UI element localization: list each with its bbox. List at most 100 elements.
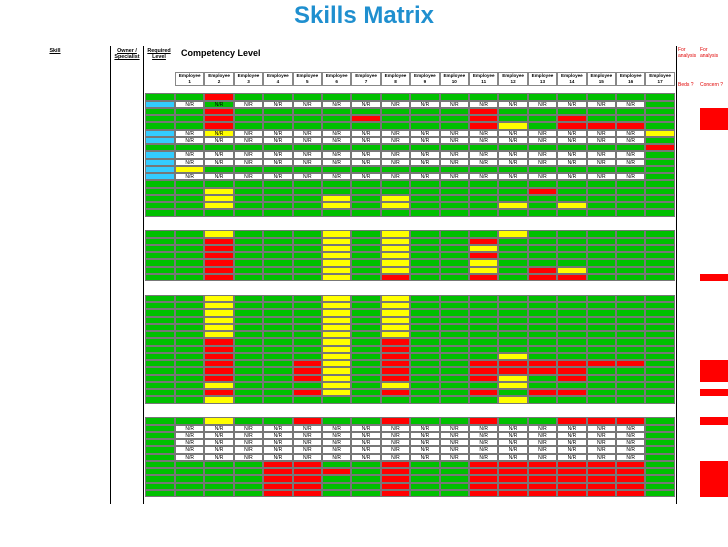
competency-cell xyxy=(527,338,558,346)
competency-cell xyxy=(410,144,440,152)
competency-cell xyxy=(557,194,587,202)
competency-cell: N/R xyxy=(175,431,205,440)
employee-header: Employee 13 xyxy=(527,72,558,86)
competency-cell: N/R xyxy=(380,431,411,440)
competency-cell xyxy=(498,345,528,353)
competency-cell xyxy=(439,107,469,115)
competency-cell xyxy=(292,144,322,152)
competency-cell: N/R xyxy=(616,431,646,440)
competency-cell: N/R xyxy=(263,173,293,181)
required-level-cell xyxy=(145,439,175,447)
competency-cell xyxy=(233,144,264,152)
competency-cell xyxy=(292,209,322,217)
competency-cell xyxy=(439,165,469,173)
competency-cell xyxy=(292,266,322,274)
competency-cell xyxy=(645,259,675,267)
competency-cell xyxy=(439,266,469,274)
competency-cell: N/R xyxy=(557,431,587,440)
competency-cell xyxy=(204,180,234,188)
competency-cell: N/R xyxy=(439,129,469,137)
competency-cell xyxy=(233,165,264,173)
competency-cell xyxy=(439,144,469,152)
competency-cell: N/R xyxy=(439,446,469,454)
competency-cell xyxy=(292,194,322,202)
competency-cell xyxy=(175,489,205,498)
competency-cell xyxy=(322,115,352,123)
competency-cell: N/R xyxy=(586,158,616,166)
competency-cell: N/R xyxy=(586,151,616,159)
competency-cell: N/R xyxy=(322,100,352,108)
competency-cell xyxy=(292,489,322,498)
competency-cell xyxy=(645,158,675,166)
competency-cell: N/R xyxy=(351,129,381,137)
competency-cell xyxy=(233,294,264,303)
competency-cell xyxy=(263,417,293,425)
required-level-cell xyxy=(145,187,175,195)
competency-cell: N/R xyxy=(410,439,440,447)
competency-cell xyxy=(469,338,499,346)
competency-cell xyxy=(322,266,352,274)
competency-cell xyxy=(351,259,381,267)
competency-cell xyxy=(380,360,411,368)
competency-cell xyxy=(616,331,646,339)
required-level-cell xyxy=(145,374,175,382)
competency-cell xyxy=(322,331,352,339)
competency-cell xyxy=(204,187,234,195)
competency-cell xyxy=(175,107,205,115)
competency-cell xyxy=(292,389,322,397)
competency-cell xyxy=(498,352,528,361)
competency-cell xyxy=(292,396,322,404)
competency-cell xyxy=(233,396,264,404)
competency-cell xyxy=(498,180,528,188)
competency-cell xyxy=(380,294,411,303)
competency-cell xyxy=(204,107,234,115)
competency-cell xyxy=(557,309,587,317)
competency-cell xyxy=(616,209,646,217)
competency-cell xyxy=(527,144,558,152)
competency-cell xyxy=(469,331,499,339)
competency-cell xyxy=(469,237,499,245)
required-level-cell xyxy=(145,453,175,461)
competency-cell xyxy=(410,482,440,490)
competency-cell xyxy=(292,316,322,324)
competency-cell xyxy=(175,237,205,245)
competency-cell xyxy=(233,237,264,245)
competency-cell xyxy=(175,187,205,195)
concern-header: Concern ? xyxy=(700,82,724,88)
competency-cell: N/R xyxy=(469,424,499,432)
competency-cell xyxy=(586,345,616,353)
competency-cell xyxy=(263,352,293,361)
competency-cell xyxy=(469,244,499,253)
competency-cell xyxy=(204,266,234,274)
competency-cell xyxy=(351,93,381,101)
competency-cell xyxy=(439,309,469,317)
competency-cell xyxy=(322,389,352,397)
competency-cell xyxy=(498,165,528,173)
competency-cell xyxy=(645,129,675,137)
competency-cell xyxy=(586,180,616,188)
competency-cell: N/R xyxy=(204,100,234,108)
competency-cell xyxy=(586,187,616,195)
page-title: Skills Matrix xyxy=(293,2,435,29)
competency-cell xyxy=(292,294,322,303)
concern-flag xyxy=(700,482,728,490)
competency-cell xyxy=(204,417,234,425)
competency-cell: N/R xyxy=(410,100,440,108)
competency-cell xyxy=(498,417,528,425)
competency-cell xyxy=(439,194,469,202)
competency-cell: N/R xyxy=(175,151,205,159)
competency-cell xyxy=(439,381,469,390)
competency-cell xyxy=(351,396,381,404)
competency-cell xyxy=(439,252,469,260)
competency-cell: N/R xyxy=(351,173,381,181)
competency-cell: N/R xyxy=(557,424,587,432)
competency-cell xyxy=(263,475,293,483)
competency-cell xyxy=(292,338,322,346)
competency-cell xyxy=(469,122,499,130)
competency-cell xyxy=(263,302,293,310)
competency-cell xyxy=(351,209,381,217)
competency-cell xyxy=(175,374,205,382)
required-level-cell xyxy=(145,323,175,332)
competency-cell xyxy=(439,230,469,238)
competency-cell xyxy=(322,259,352,267)
